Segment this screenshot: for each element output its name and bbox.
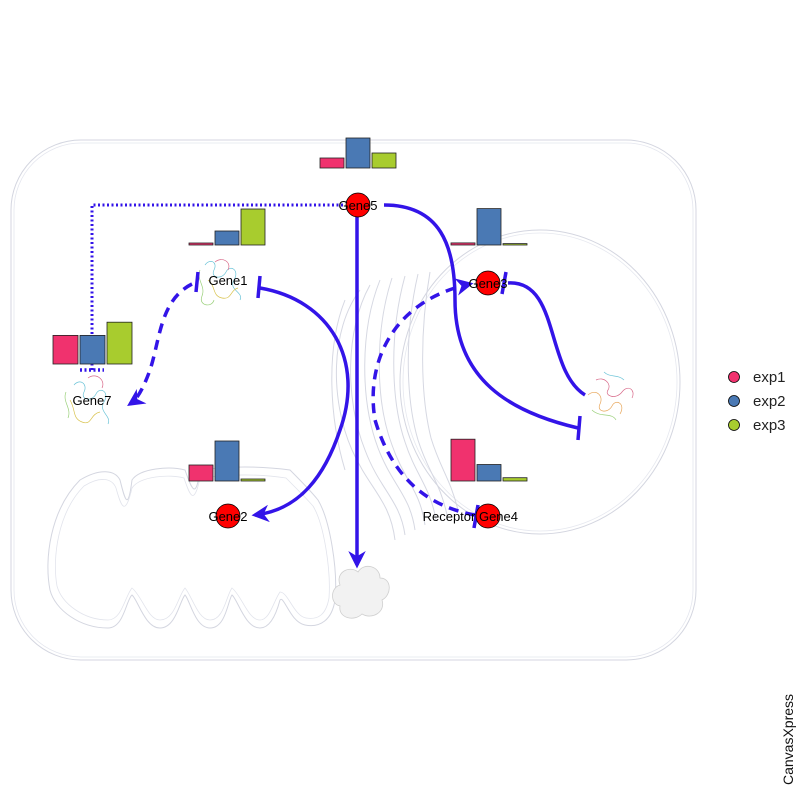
- bar-gene3-exp3[interactable]: [502, 243, 528, 246]
- barchart-gene7: [52, 321, 133, 365]
- node-gene4[interactable]: Receptor Gene4: [423, 503, 518, 529]
- bar-gene5-exp2[interactable]: [345, 137, 371, 169]
- bar-gene4-exp2[interactable]: [476, 464, 502, 482]
- node-gene7[interactable]: Gene7: [72, 393, 111, 408]
- endoplasmic-reticulum: [331, 271, 459, 541]
- node-gene4-circle[interactable]: [475, 503, 501, 529]
- node-gene5-circle[interactable]: [345, 192, 371, 218]
- legend-swatch-exp3: [728, 419, 740, 431]
- edge-nucleus-gene3: [507, 281, 586, 397]
- barchart-gene5: [319, 137, 397, 169]
- inhibit-bar-gene1-left: [194, 271, 200, 293]
- node-gene5-label: Gene5: [338, 198, 377, 213]
- bar-gene7-exp1[interactable]: [52, 334, 79, 365]
- node-gene3-circle[interactable]: [475, 270, 501, 296]
- bar-gene1-exp2[interactable]: [214, 230, 240, 246]
- pathway-edges: [90, 203, 586, 569]
- node-gene3-label: Gene3: [468, 276, 507, 291]
- legend-label-exp3: exp3: [753, 417, 786, 434]
- bar-gene1-exp3[interactable]: [240, 208, 266, 246]
- nucleus: [399, 229, 681, 535]
- canvasxpress-watermark: CanvasXpress: [780, 694, 796, 785]
- legend: exp1 exp2 exp3: [728, 369, 786, 434]
- inhibit-bar-gene1-right: [256, 275, 262, 299]
- node-gene5[interactable]: Gene5: [338, 192, 378, 218]
- mitochondrion: [47, 466, 337, 629]
- bar-gene2-exp3[interactable]: [240, 478, 266, 482]
- gene7-protein-structure: [64, 375, 110, 425]
- nuclear-protein-structure: [587, 371, 634, 421]
- edge-gene1-gene7: [127, 282, 193, 406]
- barchart-gene1: [188, 208, 266, 246]
- cell-background: [10, 139, 697, 661]
- gene-nodes: Gene5 Gene1 Gene3 Gene7 Gene2 Receptor G…: [72, 192, 518, 529]
- node-gene1[interactable]: Gene1: [208, 273, 247, 288]
- bar-gene5-exp1[interactable]: [319, 157, 345, 169]
- node-gene2-circle[interactable]: [215, 503, 241, 529]
- node-gene2-label: Gene2: [208, 509, 247, 524]
- gene1-protein-structure: [198, 259, 241, 306]
- protein-structures: [64, 259, 634, 425]
- extracellular-cloud: [332, 565, 390, 619]
- barchart-gene3: [450, 208, 528, 246]
- barchart-gene2: [188, 440, 266, 482]
- edge-gene1-gene2: [251, 286, 350, 523]
- legend-label-exp1: exp1: [753, 369, 786, 386]
- node-gene1-label: Gene1: [208, 273, 247, 288]
- legend-label-exp2: exp2: [753, 393, 786, 410]
- bar-gene4-exp1[interactable]: [450, 438, 476, 482]
- bar-gene5-exp3[interactable]: [371, 152, 397, 169]
- node-gene4-label: Receptor Gene4: [423, 509, 518, 524]
- legend-item-exp2[interactable]: exp2: [728, 393, 786, 410]
- edge-gene5-gene7: [90, 203, 343, 370]
- nucleus-inner: [402, 232, 678, 532]
- mitochondrion-inner: [55, 474, 330, 621]
- node-gene2[interactable]: Gene2: [208, 503, 248, 529]
- legend-swatch-exp1: [728, 371, 740, 383]
- inhibit-bar-gene3: [500, 271, 508, 295]
- legend-swatch-exp2: [728, 395, 740, 407]
- bar-gene4-exp3[interactable]: [502, 477, 528, 482]
- bar-gene3-exp2[interactable]: [476, 208, 502, 246]
- bar-gene3-exp1[interactable]: [450, 242, 476, 246]
- bar-gene7-exp2[interactable]: [79, 334, 106, 365]
- bar-gene7-exp3[interactable]: [106, 321, 133, 365]
- legend-item-exp1[interactable]: exp1: [728, 369, 786, 386]
- expression-bar-charts: [52, 137, 528, 482]
- bar-gene1-exp1[interactable]: [188, 242, 214, 246]
- bar-gene2-exp2[interactable]: [214, 440, 240, 482]
- bar-gene2-exp1[interactable]: [188, 464, 214, 482]
- edge-gene5-nucleus: [383, 203, 579, 430]
- node-gene7-label: Gene7: [72, 393, 111, 408]
- node-gene3[interactable]: Gene3: [468, 270, 508, 296]
- barchart-gene4: [450, 438, 528, 482]
- legend-item-exp3[interactable]: exp3: [728, 417, 786, 434]
- inhibit-bar-nucleus: [576, 415, 582, 441]
